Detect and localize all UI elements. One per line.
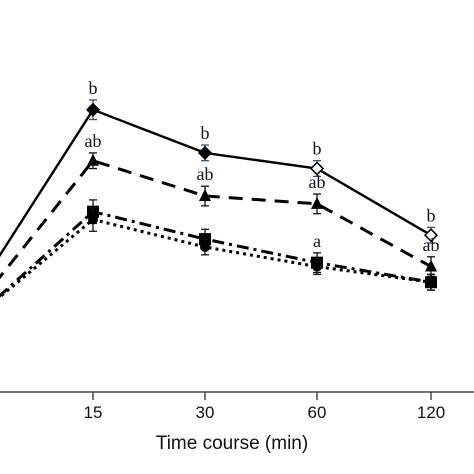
significance-label: ab — [309, 172, 326, 192]
plot-area: 15 30 60 120 b b b b ab ab ab ab a — [0, 78, 474, 422]
series-line-3 — [0, 210, 432, 298]
data-point-circle — [426, 277, 436, 288]
data-point-triangle — [87, 153, 99, 166]
series-line-4 — [0, 218, 432, 299]
data-point-triangle — [425, 259, 437, 272]
significance-label: ab — [85, 131, 102, 151]
x-axis-title: Time course (min) — [156, 433, 308, 454]
data-point-diamond — [309, 161, 325, 176]
data-point-circle — [200, 241, 210, 252]
significance-label: a — [313, 231, 321, 251]
significance-label: ab — [423, 235, 440, 255]
significance-label: b — [427, 205, 436, 225]
significance-label: b — [89, 78, 98, 98]
x-tick-label: 15 — [84, 403, 103, 422]
data-point-circle — [88, 214, 98, 225]
x-tick-label: 30 — [196, 403, 215, 422]
data-point-circle — [312, 261, 322, 272]
data-point-diamond — [85, 102, 101, 117]
series-line-2 — [0, 159, 432, 280]
significance-label: b — [313, 139, 322, 159]
significance-label: b — [201, 123, 210, 143]
x-tick-label: 60 — [308, 403, 327, 422]
data-point-triangle — [311, 196, 323, 209]
data-point-diamond — [197, 145, 213, 160]
x-tick-label: 120 — [417, 403, 445, 422]
data-point-triangle — [199, 189, 211, 201]
significance-label: ab — [197, 164, 214, 184]
data-point-diamond — [423, 228, 439, 243]
